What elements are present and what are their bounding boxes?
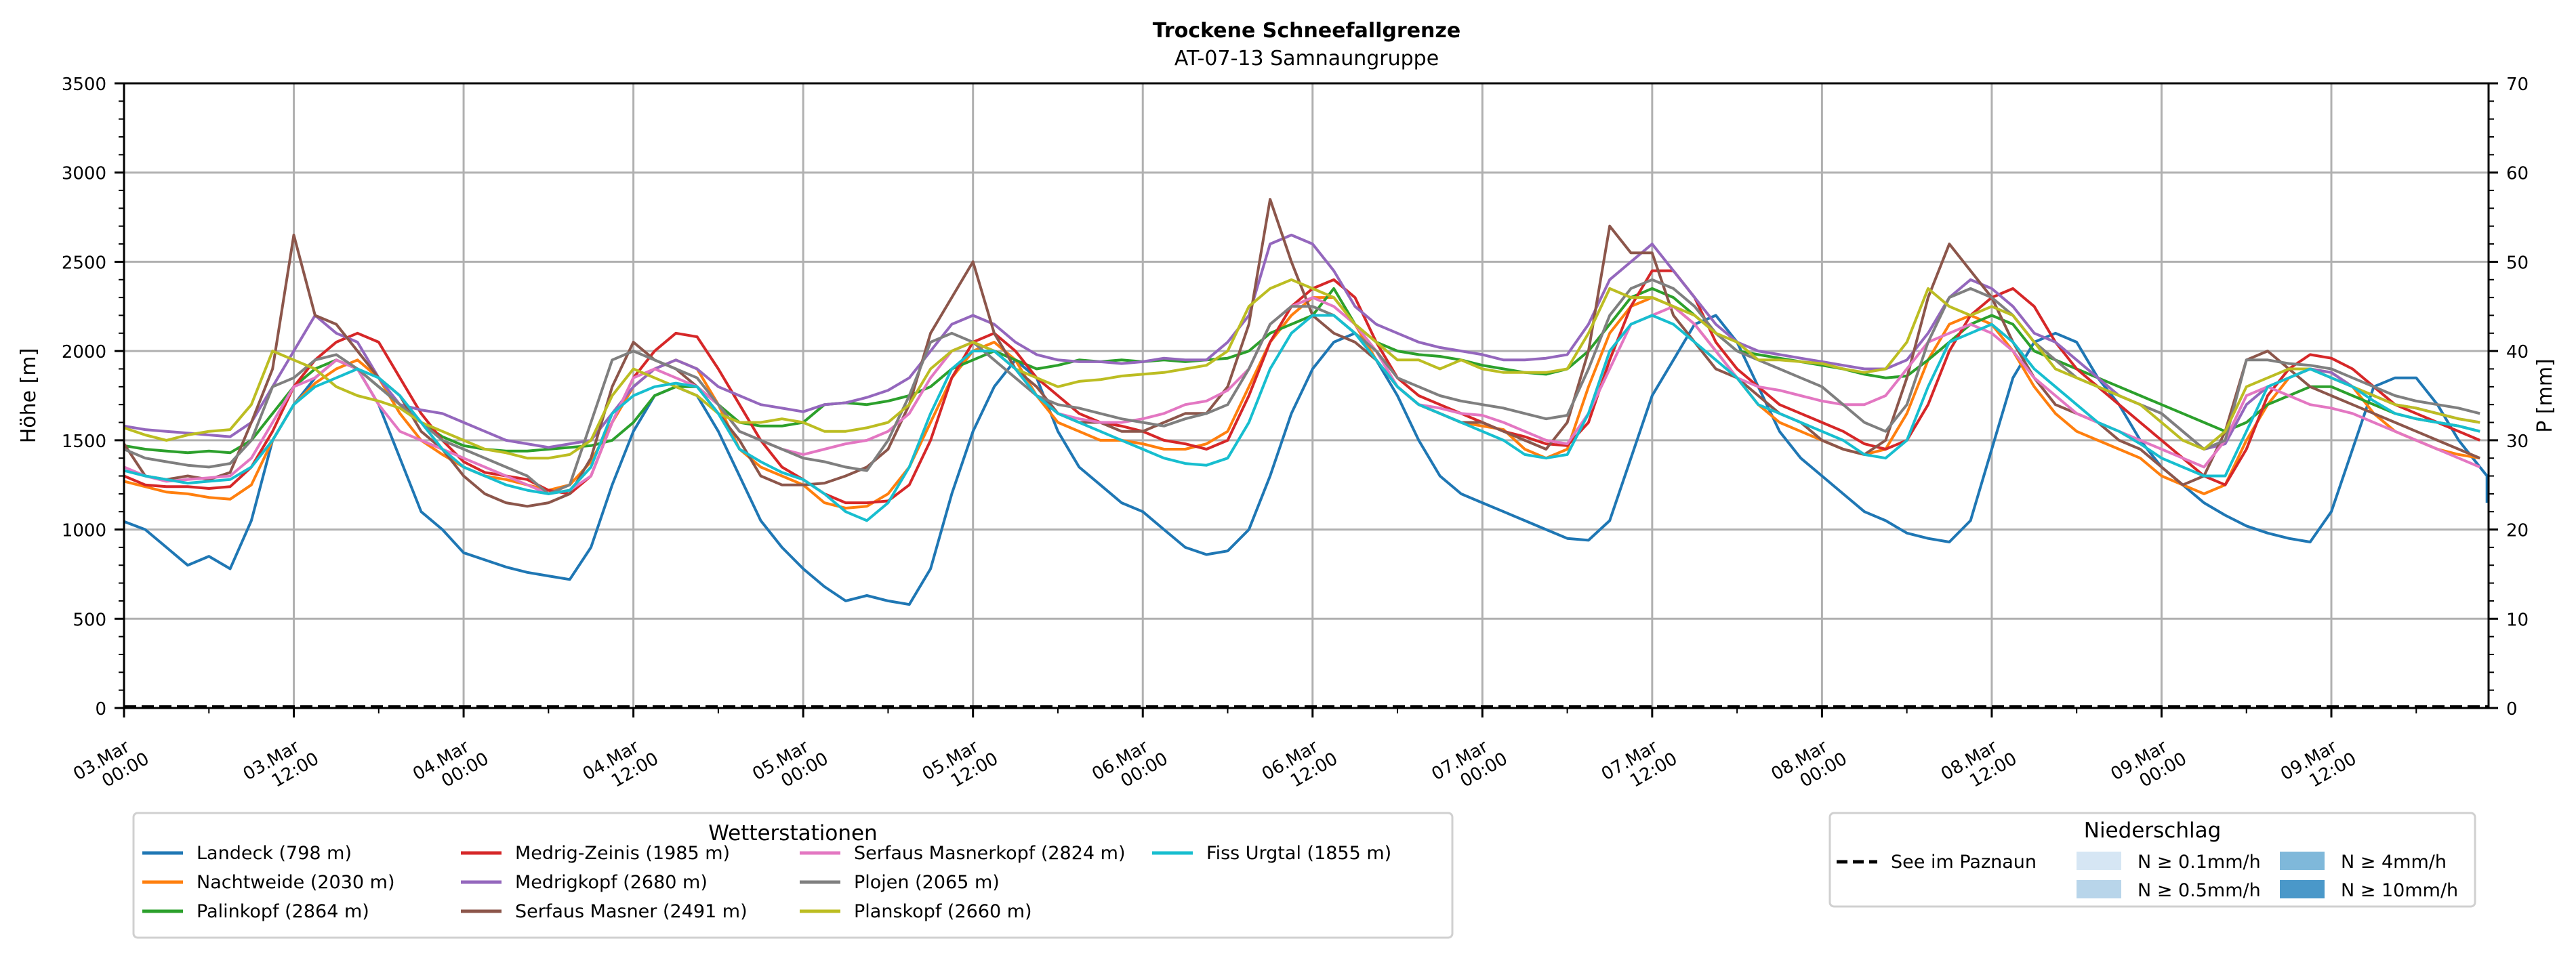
y-right-tick-label: 50 — [2506, 253, 2529, 273]
legend-label: Fiss Urgtal (1855 m) — [1206, 843, 1391, 864]
series-line — [123, 198, 2480, 508]
legend-label: See im Paznaun — [1891, 852, 2037, 873]
legend-label: Nachtweide (2030 m) — [197, 872, 394, 893]
legend-label: N ≥ 4mm/h — [2341, 852, 2447, 873]
y-right-tick-label: 20 — [2506, 521, 2529, 541]
series-line — [123, 287, 2480, 455]
legend-patch — [2280, 880, 2325, 898]
y-right-tick-label: 40 — [2506, 342, 2529, 362]
grid — [123, 82, 2489, 709]
legend-label: Medrigkopf (2680 m) — [515, 872, 708, 893]
series-line — [123, 233, 2480, 451]
y-tick-label: 2000 — [62, 342, 106, 362]
legend-precip: Niederschlag See im Paznaun N ≥ 0.1mm/h N … — [1828, 812, 2476, 908]
y-right-tick-label: 30 — [2506, 432, 2529, 452]
legend-label: Landeck (798 m) — [197, 843, 352, 864]
y-tick-label: 500 — [73, 610, 106, 630]
legend-patch — [2077, 852, 2121, 870]
legend-label: Serfaus Masner (2491 m) — [515, 901, 748, 922]
y-tick-label: 3500 — [62, 75, 106, 95]
y-axis-left: 0 500 1000 1500 2000 2500 3000 3500 — [62, 75, 124, 720]
chart-title: Trockene Schneefallgrenze — [1153, 19, 1460, 43]
series-line — [123, 314, 2480, 522]
chart-subtitle: AT-07-13 Samnaungruppe — [1174, 47, 1439, 70]
y-right-tick-label: 0 — [2506, 699, 2518, 720]
y-tick-label: 1500 — [62, 432, 106, 452]
series-line — [123, 296, 2480, 495]
y-axis-right-label: P [mm] — [2533, 358, 2557, 432]
y-right-tick-label: 70 — [2506, 75, 2529, 95]
series-line — [123, 278, 2480, 460]
legend-patch — [2280, 852, 2325, 870]
plot-frame — [123, 82, 2490, 709]
series-line — [123, 278, 2480, 495]
legend-label: N ≥ 0.1mm/h — [2138, 852, 2261, 873]
y-tick-label: 3000 — [62, 164, 106, 184]
legend-label: N ≥ 10mm/h — [2341, 880, 2458, 901]
series-line — [123, 269, 2480, 505]
y-tick-label: 1000 — [62, 521, 106, 541]
y-right-tick-label: 10 — [2506, 610, 2529, 630]
legend-precip-title: Niederschlag — [2084, 818, 2222, 843]
series-layer — [123, 198, 2489, 606]
legend-label: Palinkopf (2864 m) — [197, 901, 369, 922]
legend-label: N ≥ 0.5mm/h — [2138, 880, 2261, 901]
series-line — [123, 296, 2480, 509]
y-axis-label: Höhe [m] — [17, 348, 41, 444]
y-tick-label: 2500 — [62, 253, 106, 273]
legend-label: Planskopf (2660 m) — [854, 901, 1032, 922]
y-tick-label: 0 — [95, 699, 106, 720]
y-axis-right: 0 10 20 30 40 50 60 70 — [2489, 75, 2529, 720]
legend-stations: Wetterstationen Landeck (798 m) Nachtweid… — [132, 812, 1454, 939]
legend-stations-title: Wetterstationen — [708, 821, 877, 846]
series-line — [123, 314, 2489, 606]
legend-patch — [2077, 880, 2121, 898]
legend-label: Medrig-Zeinis (1985 m) — [515, 843, 730, 864]
y-right-tick-label: 60 — [2506, 164, 2529, 184]
legend-label: Plojen (2065 m) — [854, 872, 1000, 893]
legend-label: Serfaus Masnerkopf (2824 m) — [854, 843, 1125, 864]
